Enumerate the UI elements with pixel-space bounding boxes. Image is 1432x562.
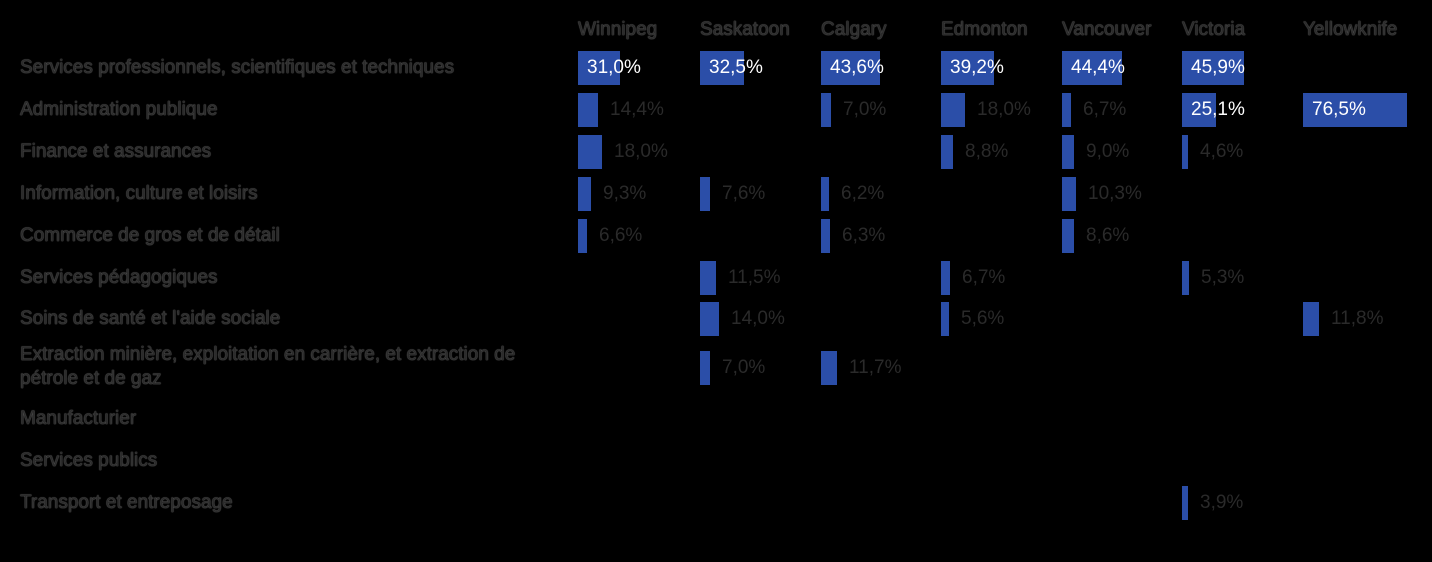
data-label: 45,9% (1191, 57, 1245, 78)
column-header-victoria: Victoria (1182, 19, 1246, 40)
data-label: 9,0% (1086, 141, 1130, 162)
data-label: 39,2% (950, 57, 1004, 78)
row-label: Manufacturier (20, 408, 137, 429)
row-label: Services publics (20, 450, 158, 471)
bar (1062, 93, 1071, 127)
column-header-calgary: Calgary (821, 19, 887, 40)
data-label: 6,7% (1083, 99, 1127, 120)
data-label: 25,1% (1191, 99, 1245, 120)
bar (941, 93, 965, 127)
bar (1303, 93, 1407, 127)
row-label: Information, culture et loisirs (20, 183, 258, 204)
data-label: 11,5% (728, 267, 781, 288)
bar (1182, 135, 1188, 169)
data-label: 7,0% (843, 99, 887, 120)
bar (1062, 51, 1122, 85)
data-label: 11,7% (849, 357, 902, 378)
column-header-winnipeg: Winnipeg (578, 19, 658, 40)
bar (700, 351, 710, 385)
data-label: 8,6% (1086, 225, 1130, 246)
bar (821, 93, 831, 127)
bar (1062, 219, 1074, 253)
bar (700, 261, 716, 295)
data-label: 14,4% (610, 99, 664, 120)
row-label: Soins de santé et l'aide sociale (20, 308, 281, 329)
bar (578, 177, 591, 211)
column-header-vancouver: Vancouver (1062, 19, 1152, 40)
data-label: 14,0% (731, 308, 785, 329)
row-label: Services professionnels, scientifiques e… (20, 57, 455, 78)
bar (1062, 135, 1074, 169)
bar (1182, 486, 1188, 520)
column-header-edmonton: Edmonton (941, 19, 1028, 40)
bar (1182, 51, 1244, 85)
row-label: Services pédagogiques (20, 267, 218, 288)
bar (1062, 177, 1076, 211)
column-header-yellowknife: Yellowknife (1303, 19, 1398, 40)
data-label: 5,6% (961, 308, 1005, 329)
data-label: 18,0% (977, 99, 1031, 120)
bar (821, 351, 837, 385)
data-label: 32,5% (709, 57, 763, 78)
bar (578, 219, 587, 253)
data-label: 6,2% (841, 183, 885, 204)
bar (700, 302, 719, 336)
bar (1182, 93, 1216, 127)
data-label: 6,6% (599, 225, 643, 246)
bar (578, 51, 620, 85)
data-label: 11,8% (1331, 308, 1384, 329)
data-label: 44,4% (1071, 57, 1125, 78)
data-label: 43,6% (830, 57, 884, 78)
bar (821, 177, 829, 211)
data-label: 18,0% (614, 141, 668, 162)
row-label: Extraction minière, exploitation en carr… (20, 344, 516, 389)
data-label: 3,9% (1200, 492, 1244, 513)
bar (941, 261, 950, 295)
bar (578, 135, 602, 169)
bar (700, 177, 710, 211)
bar (941, 51, 994, 85)
data-label: 31,0% (587, 57, 641, 78)
data-label: 6,7% (962, 267, 1006, 288)
data-label: 8,8% (965, 141, 1009, 162)
row-label: Administration publique (20, 99, 218, 120)
data-label: 76,5% (1312, 99, 1366, 120)
row-label: Commerce de gros et de détail (20, 225, 280, 246)
bar (821, 219, 830, 253)
bar (1182, 261, 1189, 295)
bar (578, 93, 598, 127)
data-label: 10,3% (1088, 183, 1142, 204)
data-label: 7,0% (722, 357, 766, 378)
row-label: Transport et entreposage (20, 492, 233, 513)
data-label: 4,6% (1200, 141, 1244, 162)
bar (941, 135, 953, 169)
bar (700, 51, 744, 85)
bar (1303, 302, 1319, 336)
data-label: 6,3% (842, 225, 886, 246)
bar (821, 51, 880, 85)
row-label: Finance et assurances (20, 141, 212, 162)
bar (941, 302, 949, 336)
data-label: 9,3% (603, 183, 647, 204)
data-label: 5,3% (1201, 267, 1245, 288)
data-label: 7,6% (722, 183, 766, 204)
column-header-saskatoon: Saskatoon (700, 19, 790, 40)
